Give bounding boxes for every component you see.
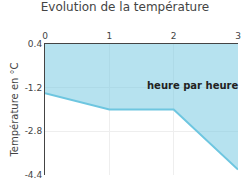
svg-text:Evolution de la température: Evolution de la température: [41, 0, 210, 14]
svg-text:Température en °C: Température en °C: [9, 62, 20, 157]
svg-text:0.4: 0.4: [28, 39, 43, 49]
svg-text:-1.2: -1.2: [25, 83, 43, 93]
svg-text:1: 1: [106, 31, 112, 41]
svg-text:heure par heure: heure par heure: [147, 80, 238, 91]
svg-text:2: 2: [171, 31, 177, 41]
svg-text:3: 3: [235, 31, 241, 41]
svg-text:-2.8: -2.8: [25, 126, 43, 136]
svg-text:0: 0: [42, 31, 48, 41]
svg-text:-4.4: -4.4: [25, 170, 43, 180]
